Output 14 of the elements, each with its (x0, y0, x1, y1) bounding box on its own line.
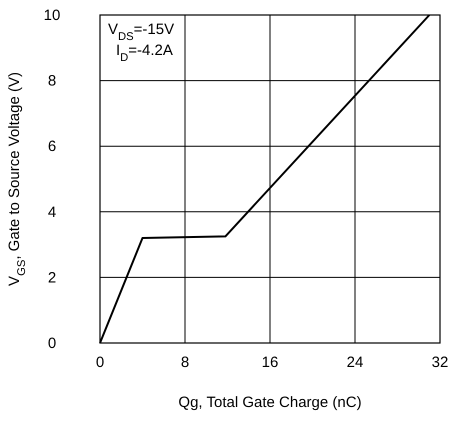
x-tick-label: 32 (432, 354, 448, 371)
x-tick-label: 8 (180, 354, 190, 371)
annotation: I$_{D}$=-4.2A (116, 42, 173, 64)
y-tick-label: 0 (48, 335, 56, 352)
y-tick-label: 8 (48, 72, 56, 90)
x-axis-title: Qg, Total Gate Charge (nC) (178, 394, 362, 411)
x-tick-label: 0 (96, 354, 104, 371)
annotation: V$_{DS}$=-15V (108, 21, 174, 43)
y-tick-label: 4 (48, 204, 56, 221)
x-tick-label: 16 (262, 354, 278, 371)
y-tick-label: 6 (48, 138, 56, 156)
y-tick-label: 10 (44, 7, 60, 24)
x-tick-label: 24 (346, 354, 364, 371)
y-tick-label: 2 (48, 269, 56, 286)
